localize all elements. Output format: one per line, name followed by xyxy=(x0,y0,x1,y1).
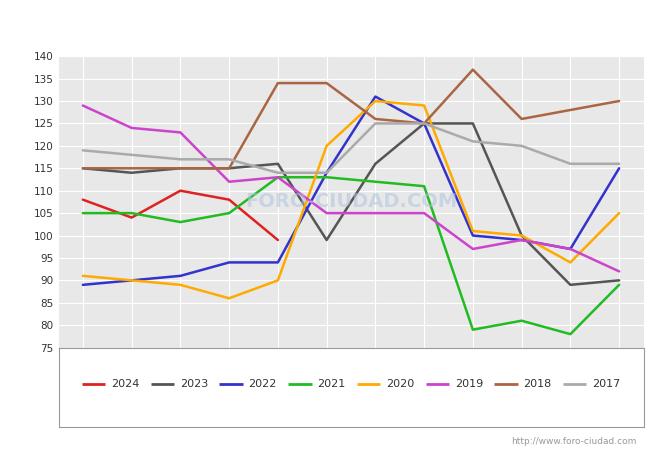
Text: 2018: 2018 xyxy=(524,378,552,388)
Text: Afiliados en Igüеña a 31/5/2024: Afiliados en Igüеña a 31/5/2024 xyxy=(219,21,483,39)
Text: 2020: 2020 xyxy=(386,378,414,388)
Text: FORO-CIUDAD.COM: FORO-CIUDAD.COM xyxy=(245,193,457,212)
Text: 2024: 2024 xyxy=(111,378,140,388)
Text: 2022: 2022 xyxy=(248,378,277,388)
Text: 2021: 2021 xyxy=(317,378,346,388)
Text: 2019: 2019 xyxy=(455,378,483,388)
Text: http://www.foro-ciudad.com: http://www.foro-ciudad.com xyxy=(512,436,637,446)
Text: 2017: 2017 xyxy=(592,378,621,388)
Text: 2023: 2023 xyxy=(180,378,208,388)
